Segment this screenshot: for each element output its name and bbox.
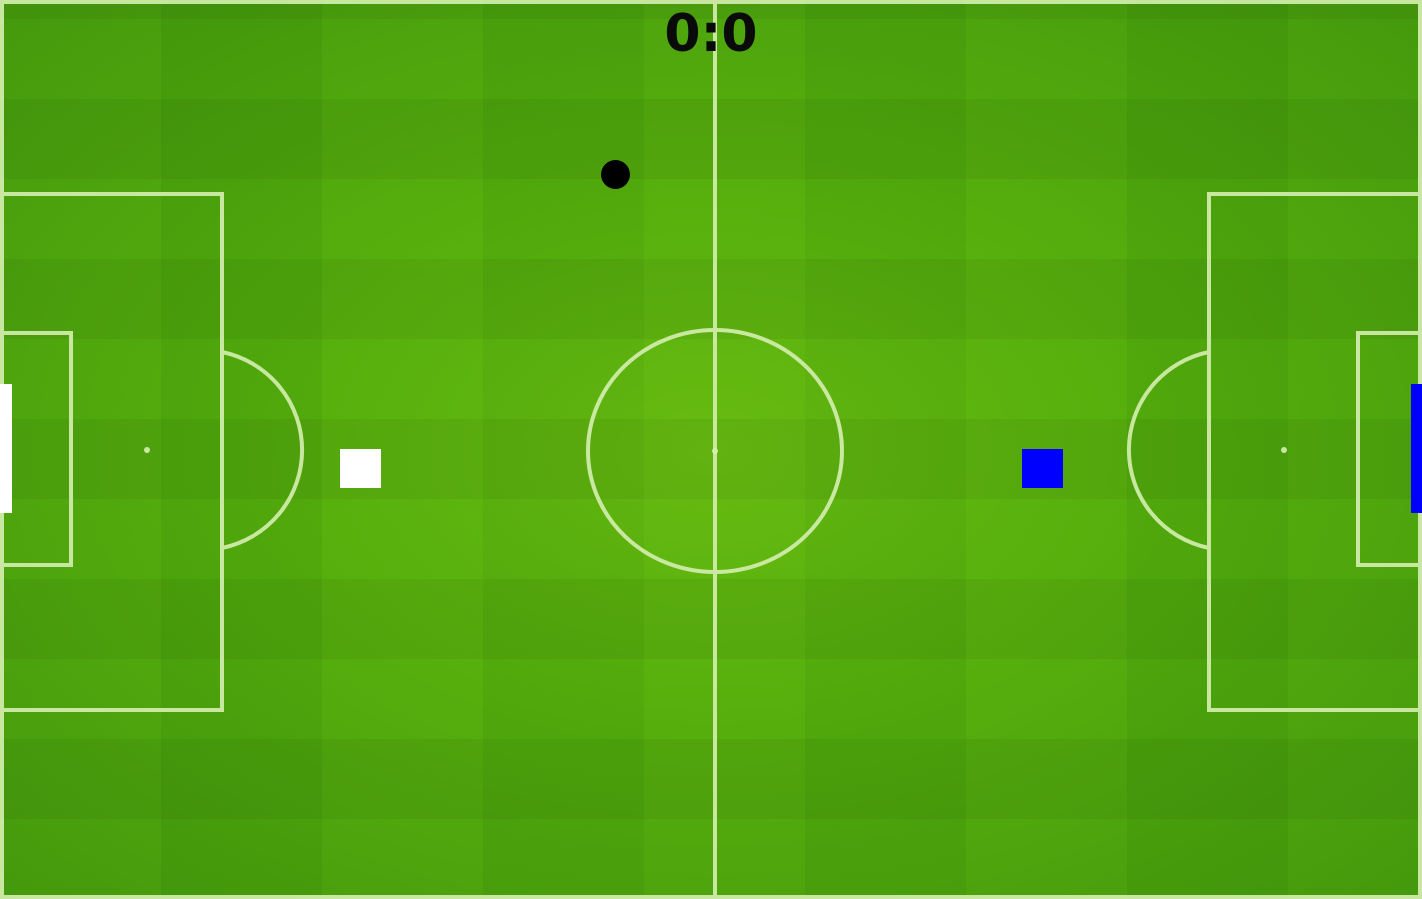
right-penalty-area — [1207, 192, 1422, 712]
player-white — [340, 449, 381, 488]
right-goal — [1411, 384, 1422, 513]
left-goal — [0, 384, 12, 513]
left-penalty-arc — [221, 350, 305, 550]
ball — [601, 160, 630, 189]
center-circle — [586, 328, 844, 574]
right-goal-area — [1356, 331, 1422, 567]
center-spot — [712, 448, 718, 454]
right-penalty-spot — [1281, 447, 1287, 453]
left-goal-area — [0, 331, 73, 567]
left-penalty-area — [0, 192, 224, 712]
scoreboard: 0:0 — [664, 4, 758, 64]
player-blue — [1022, 449, 1063, 488]
right-penalty-arc — [1126, 350, 1210, 550]
left-penalty-spot — [144, 447, 150, 453]
